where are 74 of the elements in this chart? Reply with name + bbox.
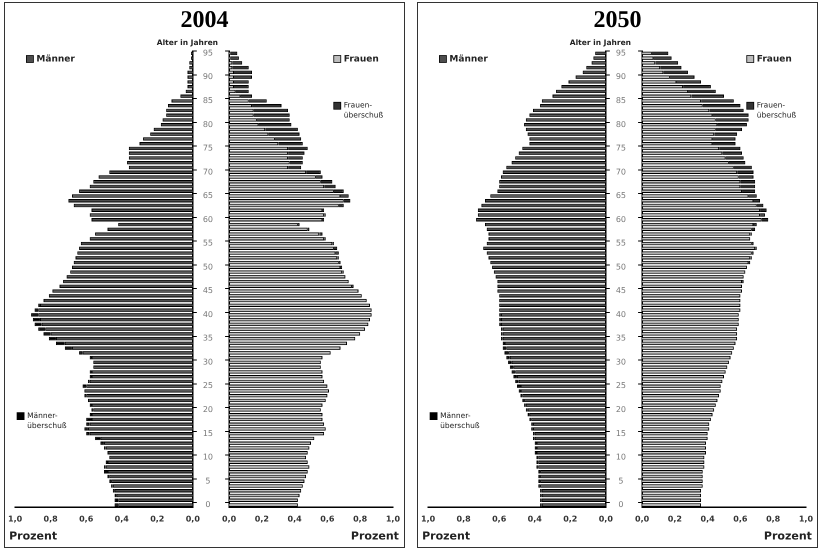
- y-tick-label: 35: [202, 334, 214, 343]
- y-tick-label: 90: [202, 72, 214, 82]
- y-tick-label: 75: [616, 144, 626, 153]
- x-tick-label: 1,0: [386, 514, 400, 524]
- y-tick-label: 45: [616, 286, 626, 296]
- x-tick-label: 0,6: [320, 514, 335, 524]
- y-tick-label: 30: [202, 357, 214, 366]
- x-tick-label: 0,8: [456, 514, 472, 524]
- legend-label: Männer: [36, 54, 76, 64]
- x-tick-label: 0,4: [528, 514, 542, 524]
- x-tick-label: 1,0: [421, 514, 436, 524]
- y-tick-label: 70: [616, 167, 626, 176]
- x-axis-title: Prozent: [350, 529, 399, 542]
- chart-title: 2050: [592, 6, 642, 35]
- y-tick-label: 70: [202, 167, 214, 176]
- y-tick-label: 40: [202, 310, 214, 319]
- y-tick-label: 25: [202, 381, 214, 390]
- y-tick-label: 20: [616, 405, 626, 414]
- y-tick-label: 60: [202, 214, 214, 224]
- x-tick-label: 0,4: [288, 514, 302, 524]
- y-tick-label: 0: [205, 500, 210, 510]
- x-tick-label: 0,0: [635, 514, 650, 524]
- y-tick-label: 10: [202, 452, 214, 462]
- x-tick-label: 1,0: [798, 514, 814, 524]
- y-tick-label: 75: [202, 144, 214, 153]
- y-tick-label: 15: [616, 428, 626, 438]
- y-tick-label: 50: [202, 262, 214, 272]
- x-tick-label: 0,2: [254, 514, 269, 524]
- x-axis-title: Prozent: [764, 529, 812, 542]
- x-tick-label: 0,8: [766, 514, 781, 524]
- x-tick-label: 0,6: [733, 514, 748, 524]
- y-tick-label: 60: [616, 214, 626, 224]
- x-tick-label: 0,0: [598, 514, 614, 524]
- y-tick-label: 45: [202, 286, 214, 296]
- x-tick-label: 0,0: [222, 514, 237, 524]
- y-tick-label: 10: [616, 452, 626, 462]
- y-tick-label: 65: [202, 191, 214, 200]
- y-tick-label: 35: [616, 334, 626, 343]
- x-axis-title: Prozent: [422, 529, 470, 542]
- x-tick-label: 0,2: [563, 514, 578, 524]
- y-tick-label: 95: [202, 48, 214, 58]
- y-tick-label: 90: [616, 72, 626, 82]
- legend-label: Frauen: [756, 54, 792, 64]
- x-tick-label: 1,0: [8, 514, 23, 524]
- x-tick-label: 0,4: [700, 514, 716, 524]
- x-tick-label: 0,8: [44, 514, 58, 524]
- y-tick-label: 65: [616, 191, 626, 200]
- x-tick-label: 0,2: [150, 514, 164, 524]
- y-tick-label: 30: [616, 357, 626, 366]
- y-tick-label: 5: [205, 476, 210, 486]
- y-tick-label: 80: [202, 120, 214, 129]
- legend-label: Männer: [449, 54, 488, 64]
- x-tick-label: 0,4: [114, 514, 130, 524]
- x-axis-title: Prozent: [9, 529, 58, 542]
- y-tick-label: 40: [616, 310, 626, 319]
- y-tick-label: 50: [616, 262, 626, 272]
- y-tick-label: 25: [616, 381, 626, 390]
- y-tick-label: 85: [616, 96, 626, 105]
- y-tick-label: 55: [202, 238, 214, 248]
- y-tick-label: 80: [616, 120, 626, 129]
- x-tick-label: 0,2: [668, 514, 682, 524]
- y-tick-label: 20: [202, 405, 214, 414]
- y-tick-label: 85: [202, 96, 214, 105]
- x-tick-label: 0,6: [79, 514, 94, 524]
- chart-title: 2004: [180, 6, 230, 35]
- x-tick-label: 0,8: [353, 514, 368, 524]
- legend-label: Frauen: [344, 54, 379, 64]
- y-tick-label: 55: [616, 238, 626, 248]
- x-tick-label: 0,6: [492, 514, 507, 524]
- x-tick-label: 0,0: [186, 514, 200, 524]
- y-tick-label: 95: [616, 48, 626, 58]
- y-tick-label: 0: [618, 500, 624, 510]
- y-tick-label: 5: [618, 476, 624, 486]
- y-tick-label: 15: [202, 428, 214, 438]
